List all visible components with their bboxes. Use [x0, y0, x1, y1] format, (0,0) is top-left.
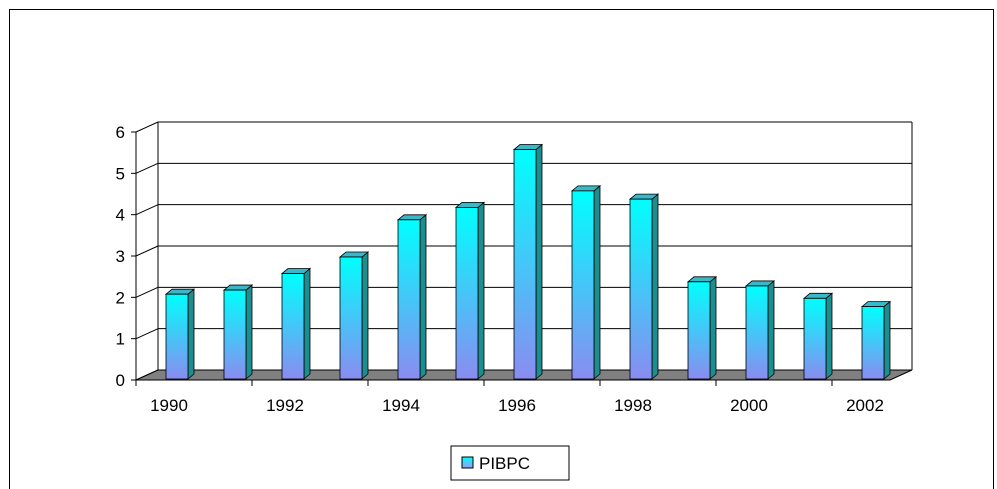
- bar-1992: [281, 273, 305, 380]
- legend-label-pibpc: PIBPC: [479, 454, 530, 473]
- y-tick-label-4: 4: [116, 206, 125, 225]
- bar-side-1992: [303, 267, 311, 380]
- y-tick-label-5: 5: [116, 164, 125, 183]
- bar-2001: [803, 297, 827, 380]
- bar-side-1999: [709, 275, 717, 380]
- side-gridline-6: [135, 121, 159, 133]
- y-tick-label-3: 3: [116, 247, 125, 266]
- bar-1997: [571, 190, 595, 380]
- y-tick-label-0: 0: [116, 371, 125, 390]
- bar-side-1997: [593, 185, 601, 380]
- side-gridline-4: [135, 204, 159, 216]
- bar-side-1993: [361, 251, 369, 380]
- legend: PIBPC: [450, 445, 570, 481]
- bar-1990: [165, 293, 189, 380]
- y-tick-label-2: 2: [116, 288, 125, 307]
- x-tick-label-1994: 1994: [382, 396, 420, 415]
- x-tick-label-1990: 1990: [150, 396, 188, 415]
- bar-side-1995: [477, 201, 485, 380]
- bar-2000: [745, 285, 769, 380]
- side-gridline-3: [135, 245, 159, 257]
- bar-1993: [339, 256, 363, 380]
- bars-group: [164, 143, 892, 380]
- bar-1991: [223, 289, 247, 380]
- legend-swatch: [461, 456, 474, 469]
- x-tick-label-2000: 2000: [730, 396, 768, 415]
- bar-1995: [455, 206, 479, 380]
- y-axis-ticks: 0 1 2 3 4 5 6: [116, 123, 136, 390]
- x-tick-label-2002: 2002: [846, 396, 884, 415]
- bar-1998: [629, 198, 653, 380]
- bar-side-2000: [767, 280, 775, 380]
- side-gridline-5: [135, 162, 159, 174]
- x-tick-label-1996: 1996: [498, 396, 536, 415]
- side-gridline-2: [135, 286, 159, 298]
- chart-frame: 0 1 2 3 4 5 6 1990 1992 1994 1996 1998 2000 2002 PIB…: [9, 9, 994, 489]
- bar-chart: 0 1 2 3 4 5 6 1990 1992 1994 1996 1998 2000 2002 PIB…: [116, 121, 913, 481]
- x-axis-ticks: 1990 1992 1994 1996 1998 2000 2002: [135, 380, 884, 415]
- bar-side-1994: [419, 213, 427, 380]
- bar-side-2002: [883, 300, 891, 380]
- bar-1994: [397, 219, 421, 380]
- y-tick-label-6: 6: [116, 123, 125, 142]
- x-tick-label-1992: 1992: [266, 396, 304, 415]
- bar-side-1990: [187, 288, 195, 380]
- side-gridline-1: [135, 328, 159, 340]
- bar-side-1991: [245, 284, 253, 380]
- bar-side-2001: [825, 292, 833, 380]
- bar-side-1998: [651, 193, 659, 380]
- bar-2002: [861, 306, 885, 380]
- bar-1999: [687, 281, 711, 380]
- bar-1996: [513, 149, 537, 380]
- bar-side-1996: [535, 143, 543, 380]
- y-tick-label-1: 1: [116, 330, 125, 349]
- x-tick-label-1998: 1998: [614, 396, 652, 415]
